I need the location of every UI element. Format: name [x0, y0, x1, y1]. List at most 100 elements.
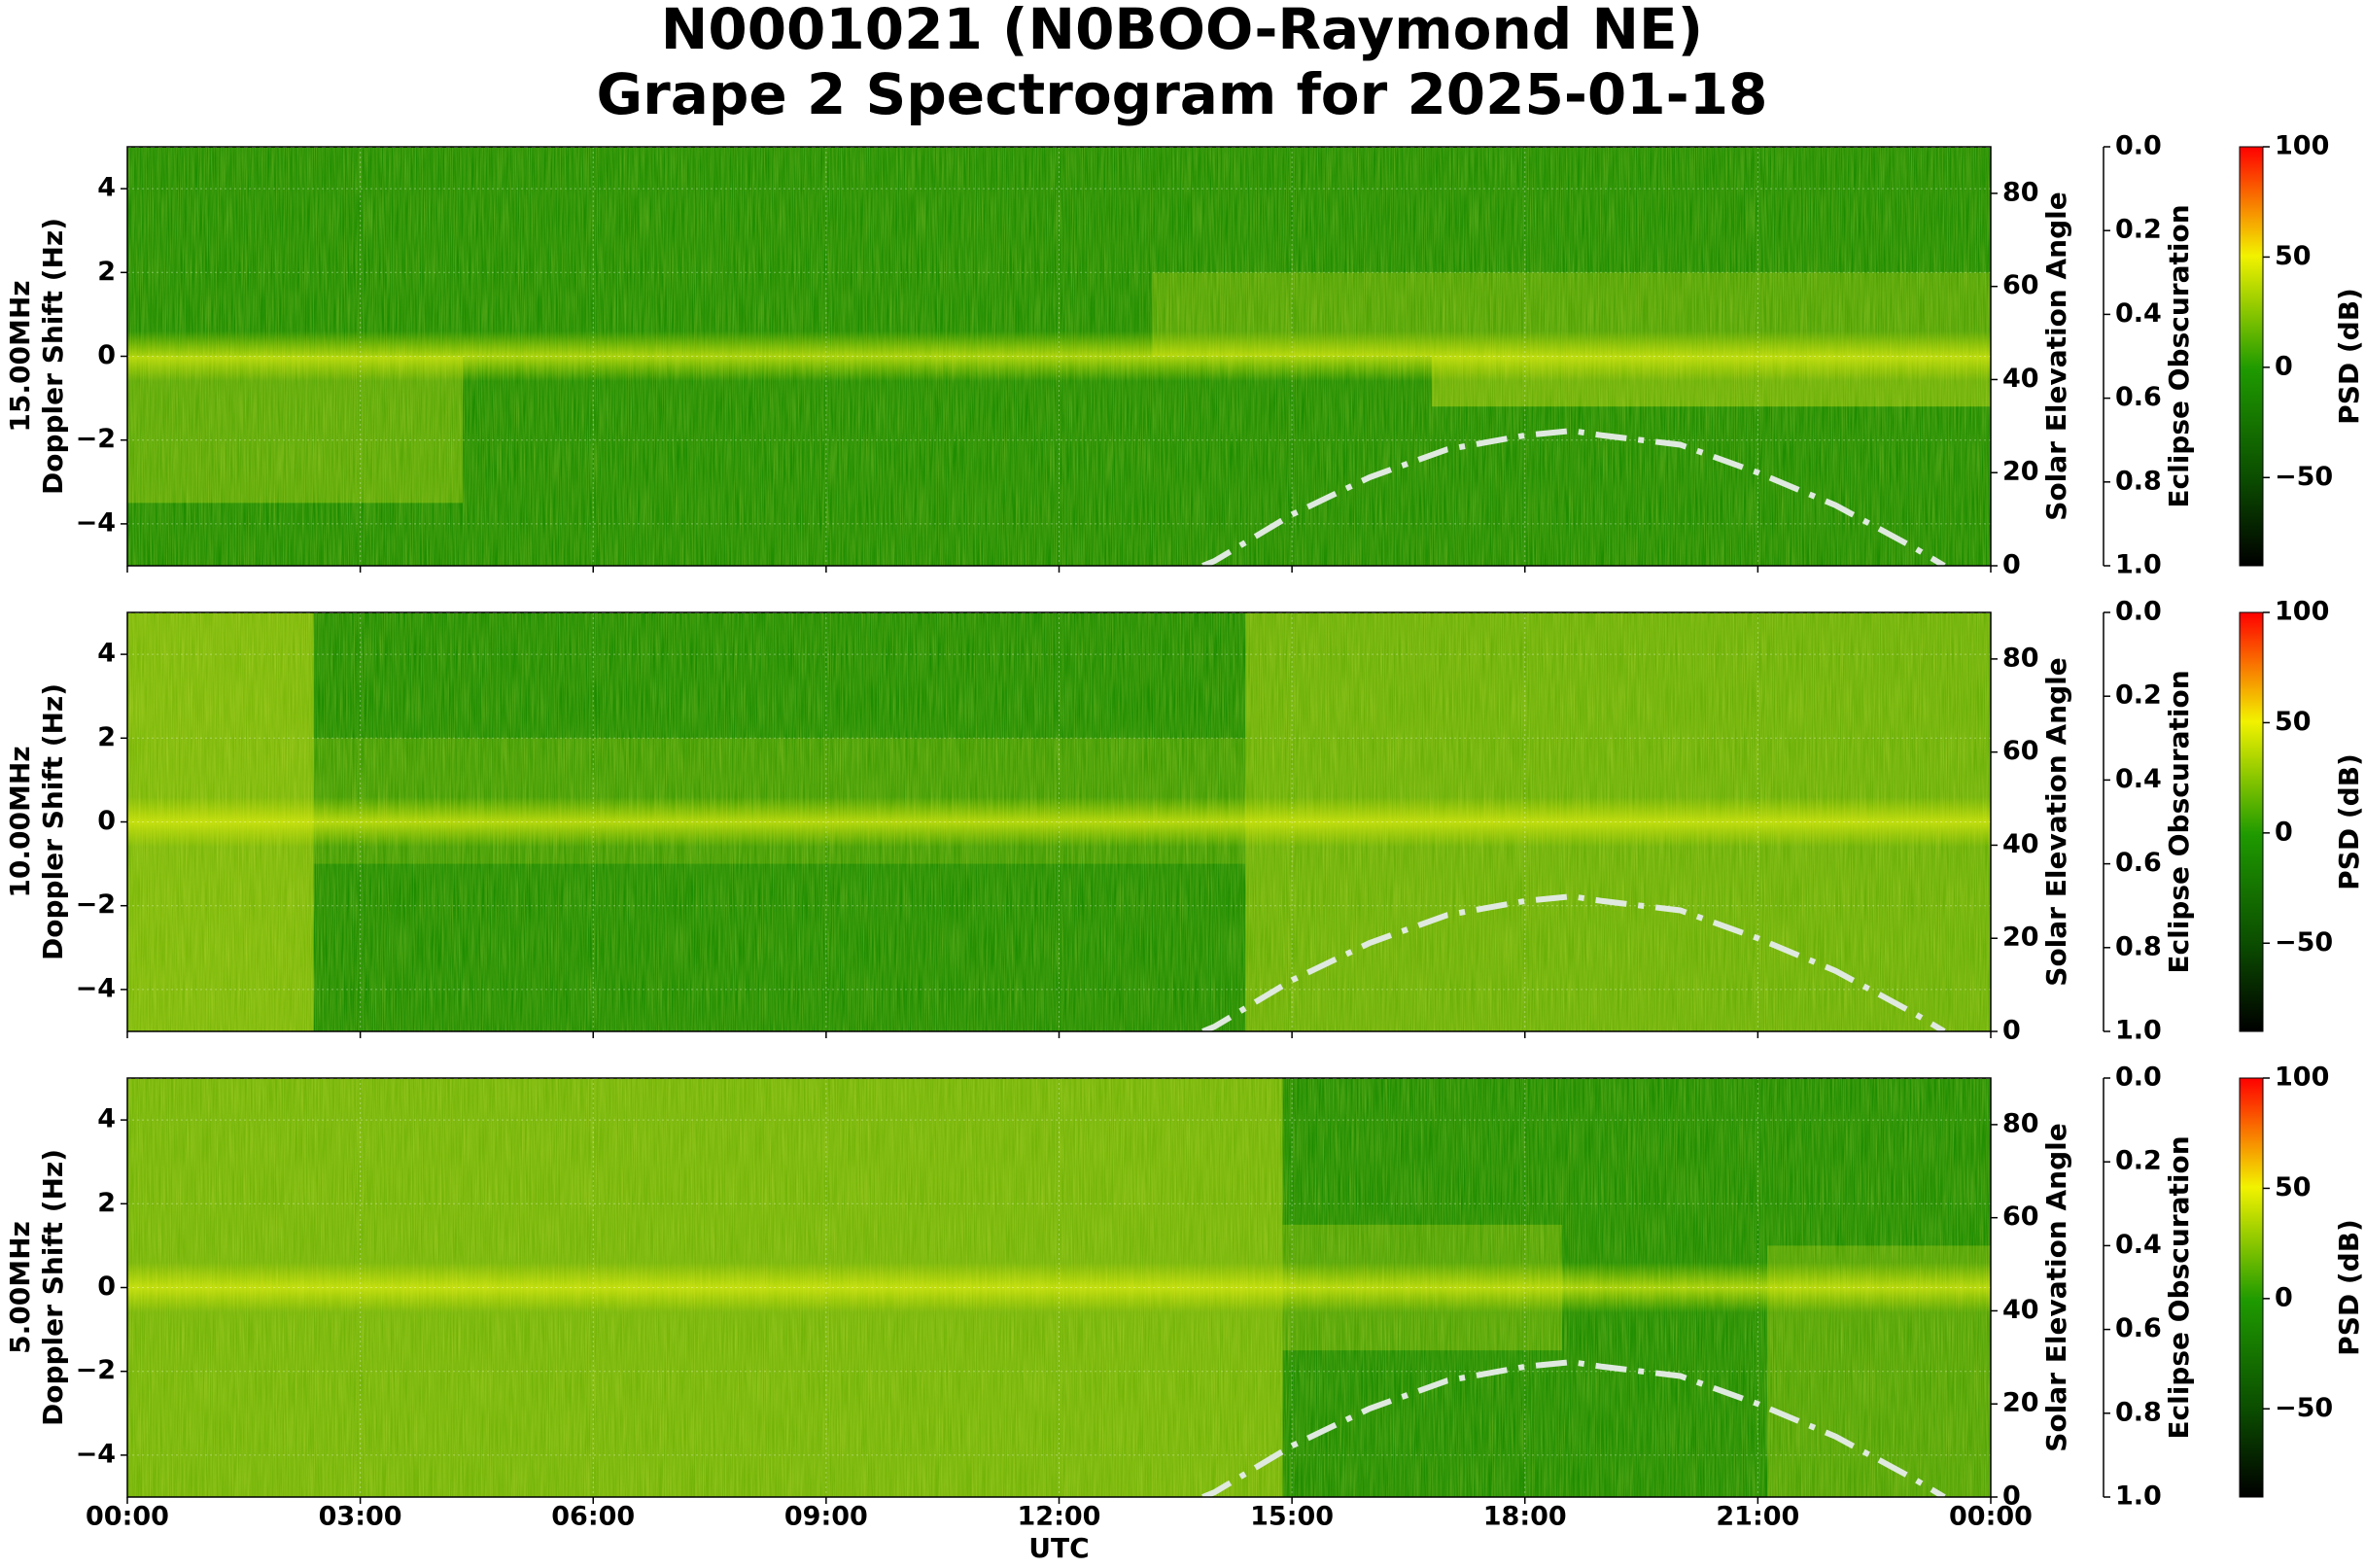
colorbar-tick-label: 0 [2275, 817, 2293, 847]
y-tick-label: 4 [97, 639, 116, 669]
y-tick-label: 0 [97, 806, 116, 836]
y3-tick-label: 0.0 [2115, 1063, 2162, 1093]
y-tick-label: 0 [97, 340, 116, 370]
y2-tick-label: 80 [2002, 177, 2039, 207]
y3-tick-label: 0.8 [2115, 466, 2162, 496]
title-line-2: Grape 2 Spectrogram for 2025-01-18 [597, 61, 1768, 127]
solar-elevation-line [1201, 1359, 1946, 1497]
colorbar-label: PSD (dB) [2333, 288, 2365, 425]
y2-tick-label: 0 [2002, 550, 2021, 580]
x-tick-label: 18:00 [1483, 1502, 1567, 1532]
y3-tick-label: 0.4 [2115, 1230, 2162, 1260]
y-tick-label: 0 [97, 1272, 116, 1302]
y-tick-label: −2 [76, 889, 116, 920]
y3-tick-label: 0.8 [2115, 931, 2162, 961]
colorbar-tick-label: −50 [2275, 1393, 2333, 1423]
y-tick-label: 2 [97, 1188, 116, 1218]
y2-tick-label: 80 [2002, 643, 2039, 673]
y3-tick-label: 0.0 [2115, 597, 2162, 627]
colorbar-tick-label: 100 [2275, 131, 2329, 161]
y3-axis-label: Eclipse Obscuration [2163, 1135, 2195, 1439]
y2-tick-label: 0 [2002, 1481, 2021, 1512]
y2-tick-label: 0 [2002, 1016, 2021, 1046]
y2-tick-label: 40 [2002, 829, 2039, 859]
solar-elevation-line [1201, 428, 1946, 566]
y3-axis-label: Eclipse Obscuration [2163, 204, 2195, 507]
y2-axis-label: Solar Elevation Angle [2040, 192, 2072, 520]
y-tick-label: −4 [76, 507, 116, 538]
x-tick-label: 00:00 [86, 1502, 169, 1532]
colorbar [2239, 1077, 2264, 1498]
doppler-signal-band [127, 796, 1991, 848]
y3-tick-label: 0.4 [2115, 298, 2162, 329]
spectrogram-image [127, 612, 1991, 1031]
y2-tick-label: 80 [2002, 1108, 2039, 1138]
y3-tick-label: 0.6 [2115, 1313, 2162, 1343]
doppler-signal-band [127, 1262, 1991, 1313]
y-tick-label: −4 [76, 973, 116, 1003]
colorbar-tick-label: 100 [2275, 597, 2329, 627]
colorbar-tick-label: −50 [2275, 462, 2333, 492]
colorbar [2239, 611, 2264, 1032]
y2-tick-label: 40 [2002, 1295, 2039, 1325]
y-tick-label: 2 [97, 722, 116, 752]
y-tick-label: 4 [97, 1104, 116, 1134]
y3-tick-label: 0.8 [2115, 1397, 2162, 1427]
y3-tick-label: 0.4 [2115, 764, 2162, 794]
y-tick-label: −2 [76, 424, 116, 454]
y2-tick-label: 40 [2002, 364, 2039, 394]
x-tick-label: 00:00 [1949, 1502, 2033, 1532]
y-axis-label: 5.00MHz [4, 1221, 36, 1354]
plot-frame [126, 146, 1992, 567]
y3-tick-label: 0.0 [2115, 131, 2162, 161]
colorbar-tick-label: 0 [2275, 1282, 2293, 1312]
y2-tick-label: 60 [2002, 736, 2039, 766]
y2-axis-label: Solar Elevation Angle [2040, 657, 2072, 986]
y3-axis-label: Eclipse Obscuration [2163, 670, 2195, 973]
y3-tick-label: 0.6 [2115, 848, 2162, 878]
y3-tick-label: 0.6 [2115, 382, 2162, 412]
y2-tick-label: 60 [2002, 270, 2039, 300]
y-axis-label: Doppler Shift (Hz) [37, 1149, 69, 1426]
y3-tick-label: 0.2 [2115, 1146, 2162, 1176]
colorbar-label: PSD (dB) [2333, 753, 2365, 890]
x-tick-label: 12:00 [1018, 1502, 1101, 1532]
y-tick-label: −4 [76, 1439, 116, 1469]
y-axis-label: 10.00MHz [4, 746, 36, 897]
y3-tick-label: 1.0 [2115, 1016, 2162, 1046]
y3-tick-label: 1.0 [2115, 1481, 2162, 1512]
x-tick-label: 03:00 [319, 1502, 402, 1532]
y2-tick-label: 20 [2002, 923, 2039, 953]
colorbar-tick-label: −50 [2275, 927, 2333, 958]
y-tick-label: −2 [76, 1355, 116, 1385]
colorbar-tick-label: 50 [2275, 1172, 2312, 1202]
y-tick-label: 4 [97, 173, 116, 203]
x-axis-label: UTC [1028, 1532, 1089, 1564]
colorbar [2239, 146, 2264, 567]
x-tick-label: 15:00 [1250, 1502, 1334, 1532]
y3-tick-label: 0.2 [2115, 215, 2162, 245]
colorbar-tick-label: 50 [2275, 241, 2312, 271]
plot-frame [126, 611, 1992, 1032]
y2-tick-label: 60 [2002, 1202, 2039, 1232]
title-line-1: N0001021 (N0BOO-Raymond NE) [661, 0, 1703, 62]
colorbar-tick-label: 100 [2275, 1063, 2329, 1093]
y2-axis-label: Solar Elevation Angle [2040, 1123, 2072, 1451]
y-axis-label: Doppler Shift (Hz) [37, 683, 69, 960]
spectrogram-image [127, 147, 1991, 566]
x-tick-label: 09:00 [784, 1502, 868, 1532]
colorbar-label: PSD (dB) [2333, 1219, 2365, 1356]
colorbar-tick-label: 0 [2275, 351, 2293, 381]
y-axis-label: 15.00MHz [4, 280, 36, 432]
x-tick-label: 06:00 [551, 1502, 635, 1532]
solar-elevation-line [1201, 893, 1946, 1031]
y2-tick-label: 20 [2002, 457, 2039, 487]
y3-tick-label: 0.2 [2115, 680, 2162, 711]
spectrogram-image [127, 1078, 1991, 1497]
doppler-signal-band [127, 331, 1991, 382]
y3-tick-label: 1.0 [2115, 550, 2162, 580]
y-axis-label: Doppler Shift (Hz) [37, 218, 69, 495]
x-tick-label: 21:00 [1716, 1502, 1799, 1532]
y-tick-label: 2 [97, 257, 116, 287]
